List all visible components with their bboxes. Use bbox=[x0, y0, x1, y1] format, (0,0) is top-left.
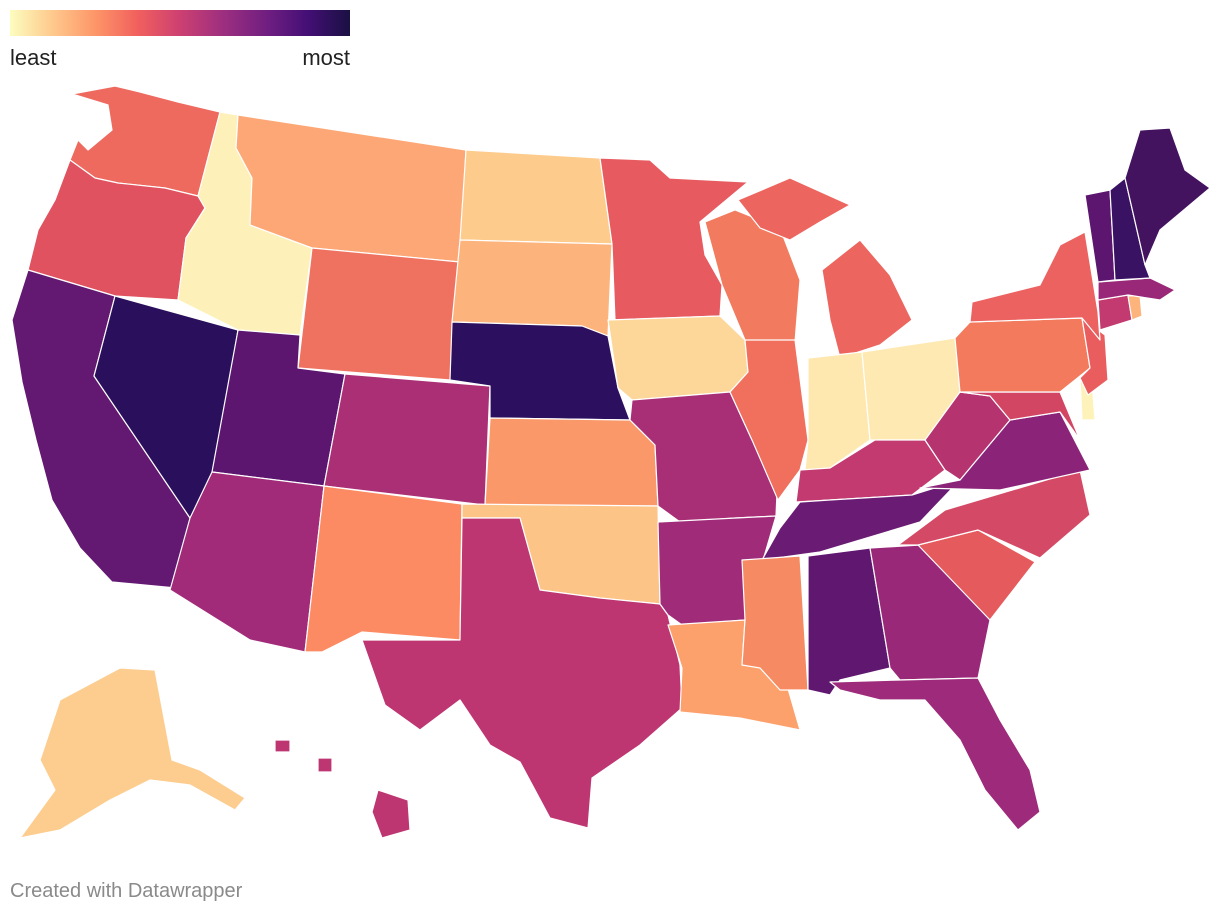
state-alaska[interactable]: Alaska bbox=[19, 667, 246, 839]
state-kansas[interactable]: Kansas bbox=[484, 417, 659, 507]
state-minnesota[interactable]: Minnesota bbox=[599, 157, 749, 321]
state-colorado[interactable]: Colorado bbox=[323, 373, 491, 506]
state-north-dakota[interactable]: North Dakota bbox=[459, 149, 613, 245]
state-south-dakota[interactable]: South Dakota bbox=[451, 239, 613, 337]
state-new-york[interactable]: New York bbox=[969, 231, 1101, 341]
state-hawaii[interactable]: Hawaii bbox=[274, 739, 411, 839]
state-wyoming[interactable]: Wyoming bbox=[297, 247, 461, 381]
state-texas[interactable]: Texas bbox=[361, 517, 683, 829]
legend-high-label: most bbox=[302, 45, 350, 70]
state-michigan[interactable]: Michigan bbox=[737, 177, 913, 359]
legend-low-label: least bbox=[10, 45, 57, 70]
state-new-mexico[interactable]: New Mexico bbox=[304, 485, 463, 653]
state-iowa[interactable]: Iowa bbox=[607, 315, 749, 401]
state-maine[interactable]: Maine bbox=[1124, 127, 1211, 266]
color-legend: least most bbox=[10, 10, 350, 71]
state-florida[interactable]: Florida bbox=[829, 677, 1041, 831]
state-mississippi[interactable]: Mississippi bbox=[741, 555, 809, 691]
state-new-jersey[interactable]: New Jersey bbox=[1079, 317, 1109, 396]
state-connecticut[interactable]: Connecticut bbox=[1097, 294, 1133, 331]
footer-credit: Created with Datawrapper bbox=[10, 880, 243, 902]
state-illinois[interactable]: Illinois bbox=[729, 339, 809, 501]
state-north-carolina[interactable]: North Carolina bbox=[897, 469, 1091, 559]
state-new-hampshire[interactable]: New Hampshire bbox=[1109, 177, 1151, 281]
state-massachusetts[interactable]: Massachusetts bbox=[1097, 277, 1176, 301]
legend-gradient-bar bbox=[10, 10, 350, 36]
state-pennsylvania[interactable]: Pennsylvania bbox=[954, 317, 1091, 393]
state-wisconsin[interactable]: Wisconsin bbox=[704, 209, 801, 343]
